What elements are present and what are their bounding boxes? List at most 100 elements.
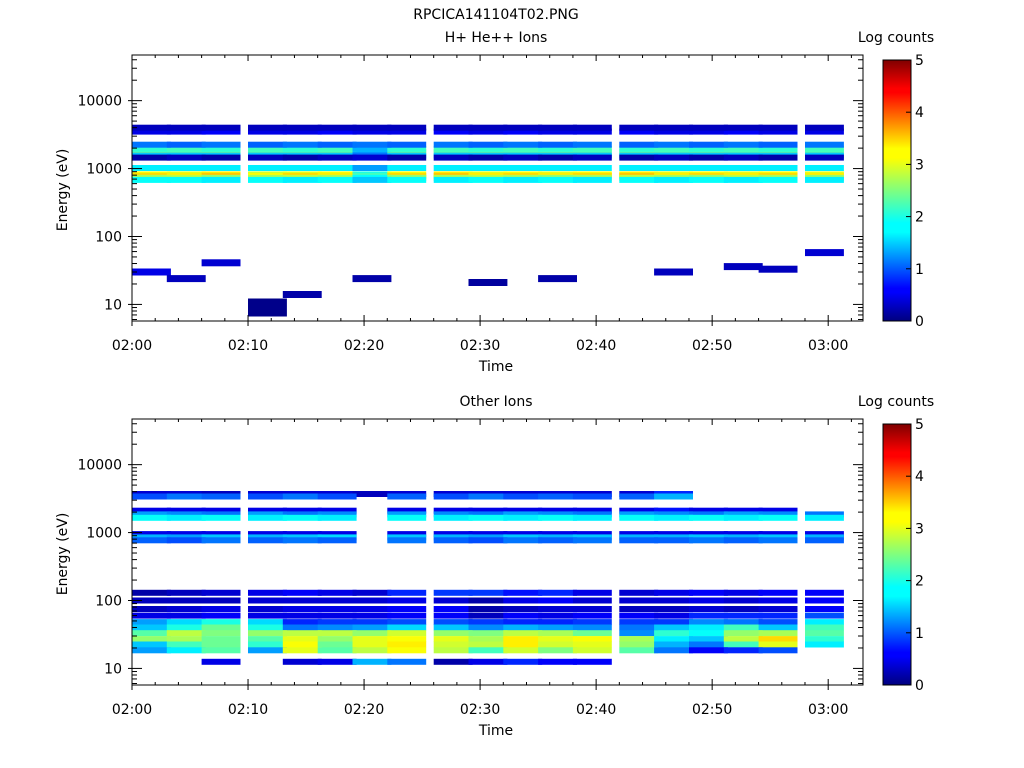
heatmap-cell	[689, 531, 728, 538]
heatmap-cell	[654, 589, 693, 596]
heatmap-cell	[503, 511, 543, 518]
heatmap-cell	[619, 597, 659, 604]
heatmap-cell	[282, 641, 322, 648]
heatmap-cell	[805, 597, 844, 604]
heatmap-cell	[654, 124, 693, 131]
y-axis: 10 100 1000 10000	[77, 59, 863, 320]
heatmap-cell	[352, 275, 392, 283]
heatmap-cell	[619, 619, 659, 626]
heatmap-cell	[132, 597, 171, 604]
heatmap-cell	[723, 124, 763, 131]
heatmap-cell	[132, 124, 171, 131]
heatmap-cell	[132, 268, 171, 276]
y-tick-label: 10	[104, 661, 122, 677]
heatmap-cell	[805, 176, 844, 183]
heatmap-cell	[572, 531, 612, 538]
heatmap-cell	[758, 641, 798, 648]
panel-h-he-ions: H+ He++ Ions Log counts Time Energy (eV)…	[55, 30, 934, 375]
heatmap-cell	[503, 647, 543, 654]
heatmap-cell	[758, 606, 798, 612]
heatmap-cell	[352, 149, 392, 156]
heatmap-cell	[201, 537, 241, 544]
heatmap-cell	[352, 589, 392, 596]
heatmap-cell	[619, 141, 659, 148]
heatmap-cell	[433, 511, 473, 518]
heatmap-cell	[619, 641, 659, 648]
y-tick-label: 1000	[86, 162, 122, 178]
heatmap-cell	[132, 176, 171, 183]
heatmap-cell	[387, 128, 427, 135]
heatmap-cell	[317, 641, 357, 648]
heatmap-cell	[538, 641, 577, 648]
heatmap-cell	[619, 589, 659, 596]
heatmap-cell	[317, 154, 357, 161]
heatmap-cell	[468, 647, 508, 654]
heatmap-cell	[132, 624, 171, 631]
heatmap-cell	[572, 141, 612, 148]
heatmap-cell	[468, 124, 508, 131]
x-axis-label: Time	[478, 359, 513, 375]
x-tick-label: 02:40	[576, 702, 616, 718]
heatmap-cell	[166, 531, 206, 538]
heatmap-cell	[468, 149, 508, 156]
heatmap-cell	[248, 619, 287, 626]
heatmap-cell	[723, 165, 763, 171]
heatmap-cell	[282, 658, 322, 665]
heatmap-cell	[758, 630, 798, 637]
heatmap-cell	[572, 154, 612, 161]
colorbar: 0 1 2 3 4 5	[882, 417, 924, 694]
heatmap-cell	[433, 154, 473, 161]
heatmap-cell	[433, 612, 473, 619]
heatmap-cell	[248, 145, 287, 152]
colorbar-tick-label: 5	[915, 417, 924, 433]
heatmap-cell	[689, 507, 728, 514]
heatmap-cell	[468, 597, 508, 604]
heatmap-cell	[132, 149, 171, 156]
heatmap-cell	[468, 612, 508, 619]
heatmap-cell	[317, 597, 357, 604]
x-tick-label: 02:30	[460, 338, 500, 354]
heatmap-cell	[619, 154, 659, 161]
heatmap-cell	[352, 658, 392, 665]
heatmap-cell	[572, 606, 612, 612]
heatmap-cell	[387, 658, 427, 665]
heatmap-cell	[758, 165, 798, 171]
heatmap-cell	[166, 493, 206, 500]
heatmap-cell	[201, 507, 241, 514]
heatmap-cell	[572, 493, 612, 500]
heatmap-cell	[503, 630, 543, 637]
heatmap-cell	[805, 141, 844, 148]
heatmap-cell	[433, 597, 473, 604]
heatmap-cell	[201, 176, 241, 183]
heatmap-cell	[654, 624, 693, 631]
heatmap-cell	[538, 493, 577, 500]
heatmap-cell	[654, 612, 693, 619]
heatmap-cell	[248, 154, 287, 161]
heatmap-cell	[689, 514, 728, 521]
y-axis-label: Energy (eV)	[55, 149, 71, 232]
heatmap-cell	[723, 537, 763, 544]
heatmap-cell	[468, 128, 508, 135]
x-tick-label: 03:00	[808, 338, 848, 354]
heatmap-cell	[758, 624, 798, 631]
heatmap-cell	[538, 149, 577, 156]
heatmap-cell	[538, 624, 577, 631]
heatmap-cell	[468, 606, 508, 612]
heatmap-cell	[468, 630, 508, 637]
heatmap-cell	[132, 531, 171, 538]
heatmap-cell	[201, 658, 241, 665]
heatmap-cell	[433, 589, 473, 596]
heatmap-cell	[654, 507, 693, 514]
heatmap-cell	[282, 291, 322, 298]
heatmap-cell	[689, 589, 728, 596]
heatmap-cell	[723, 507, 763, 514]
heatmap-cell	[166, 647, 206, 654]
heatmap-cell	[201, 636, 241, 643]
heatmap-cell	[282, 511, 322, 518]
heatmap-cell	[248, 298, 287, 317]
heatmap-cell	[387, 507, 427, 514]
heatmap-cell	[619, 511, 659, 518]
x-tick-label: 02:00	[112, 338, 152, 354]
heatmap-cell	[723, 619, 763, 626]
heatmap-cell	[538, 612, 577, 619]
